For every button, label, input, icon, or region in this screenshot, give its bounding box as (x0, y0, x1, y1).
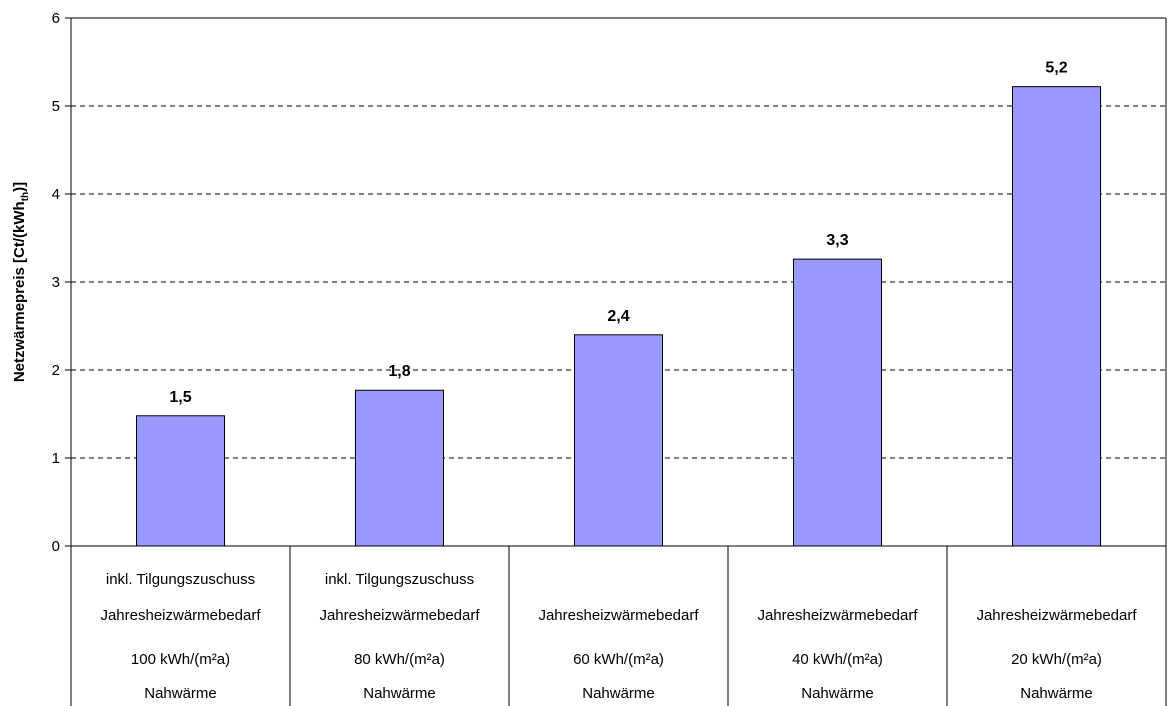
category-label: Nahwärme (144, 685, 217, 702)
category-table: inkl. Tilgungszuschuss Jahresheizwärmebed… (70, 546, 1167, 706)
data-label: 3,3 (826, 232, 848, 249)
category-label: Nahwärme (582, 685, 655, 702)
data-label: 1,8 (388, 363, 410, 380)
y-axis-label-main: Netzwärmepreis [Ct/(kWh (11, 201, 28, 382)
category-label: Jahresheizwärmebedarf (976, 607, 1137, 624)
y-tick-labels: 0 1 2 3 4 5 6 (52, 10, 60, 555)
category-label: Jahresheizwärmebedarf (100, 607, 261, 624)
bar (574, 334, 663, 547)
category-label: Jahresheizwärmebedarf (538, 607, 699, 624)
bar (136, 415, 225, 547)
category-label: 20 kWh/(m²a) (1011, 651, 1102, 668)
category-label: Jahresheizwärmebedarf (319, 607, 480, 624)
gridlines (71, 105, 1166, 459)
data-labels: 1,5 1,8 2,4 3,3 5,2 (169, 60, 1067, 406)
y-tick-label: 6 (52, 10, 60, 27)
category-label: 100 kWh/(m²a) (131, 651, 230, 668)
category-label: Nahwärme (1020, 685, 1093, 702)
data-label: 1,5 (169, 389, 191, 406)
category-label: 60 kWh/(m²a) (573, 651, 664, 668)
bar (355, 389, 444, 547)
bar (793, 258, 882, 547)
category-label: 80 kWh/(m²a) (354, 651, 445, 668)
category-label: inkl. Tilgungszuschuss (325, 571, 474, 588)
y-tick-label: 0 (52, 538, 60, 555)
axes (65, 17, 1167, 547)
bars (136, 86, 1101, 547)
y-tick-label: 1 (52, 450, 60, 467)
data-label: 5,2 (1045, 60, 1067, 77)
data-label: 2,4 (607, 308, 629, 325)
category-label: inkl. Tilgungszuschuss (106, 571, 255, 588)
y-tick-label: 4 (52, 186, 60, 203)
y-axis-label-sub: th (20, 192, 31, 201)
category-label: Jahresheizwärmebedarf (757, 607, 918, 624)
y-tick-label: 3 (52, 274, 60, 291)
bar (1012, 86, 1101, 547)
category-label: Nahwärme (801, 685, 874, 702)
category-label: 40 kWh/(m²a) (792, 651, 883, 668)
category-label: Nahwärme (363, 685, 436, 702)
y-tick-label: 5 (52, 98, 60, 115)
y-axis-label: Netzwärmepreis [Ct/(kWhth)] (11, 182, 31, 382)
y-tick-label: 2 (52, 362, 60, 379)
y-axis-label-end: )] (11, 182, 28, 192)
